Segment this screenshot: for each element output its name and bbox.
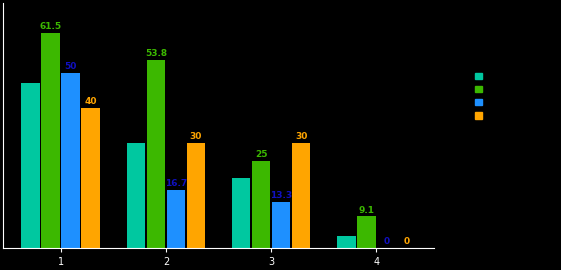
Text: 30: 30 <box>295 132 307 141</box>
Text: 0: 0 <box>383 237 389 247</box>
Bar <box>167 190 185 248</box>
Text: 0: 0 <box>403 237 410 247</box>
Bar <box>252 161 270 248</box>
Bar <box>146 60 165 248</box>
Text: 13.3: 13.3 <box>270 191 292 200</box>
Legend: , , , : , , , <box>474 70 490 122</box>
Text: 9.1: 9.1 <box>358 205 374 215</box>
Bar <box>187 143 205 248</box>
Text: 25: 25 <box>255 150 268 159</box>
Bar <box>272 202 290 248</box>
Text: 40: 40 <box>84 97 97 106</box>
Bar <box>42 33 60 248</box>
Bar <box>357 216 375 248</box>
Bar <box>21 83 40 248</box>
Text: 30: 30 <box>190 132 202 141</box>
Bar <box>292 143 310 248</box>
Text: 50: 50 <box>65 62 77 71</box>
Bar <box>337 236 356 248</box>
Bar <box>127 143 145 248</box>
Bar <box>232 178 250 248</box>
Bar <box>81 108 100 248</box>
Text: 16.7: 16.7 <box>165 179 187 188</box>
Text: 61.5: 61.5 <box>40 22 62 31</box>
Text: 53.8: 53.8 <box>145 49 167 58</box>
Bar <box>62 73 80 248</box>
